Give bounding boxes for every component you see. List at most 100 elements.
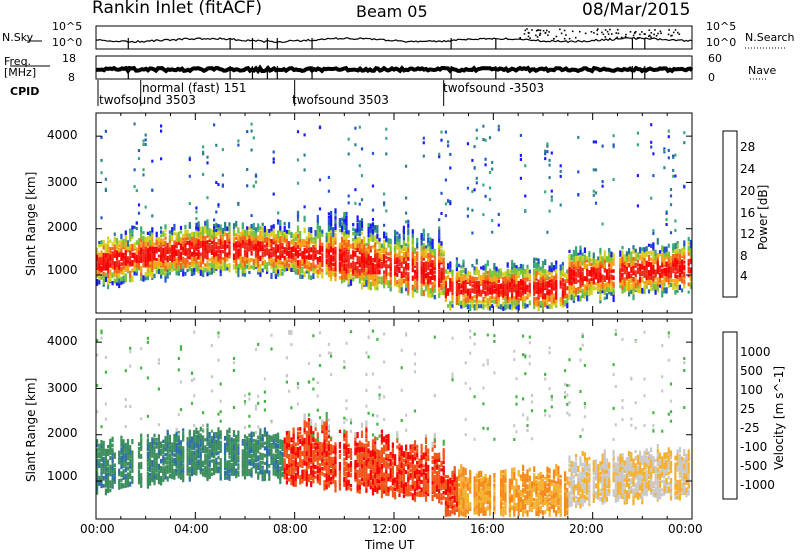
heatmap-cell <box>310 437 313 444</box>
heatmap-cell <box>149 472 152 477</box>
heatmap-cell <box>314 240 317 246</box>
heatmap-cell <box>257 261 260 268</box>
heatmap-cell <box>146 438 149 445</box>
heatmap-cell <box>378 468 381 474</box>
heatmap-cell <box>570 254 573 261</box>
heatmap-cell <box>270 460 273 465</box>
heatmap-cell <box>416 286 419 294</box>
heatmap-cell <box>151 227 154 233</box>
heatmap-cell <box>144 143 147 146</box>
nsearch-point <box>565 34 567 36</box>
heatmap-cell <box>643 287 646 295</box>
heatmap-cell <box>133 242 136 249</box>
heatmap-cell <box>243 426 247 429</box>
heatmap-cell <box>636 259 639 263</box>
nsearch-point <box>601 31 603 34</box>
heatmap-cell <box>327 440 330 445</box>
heatmap-cell <box>387 280 390 285</box>
heatmap-cell <box>332 456 335 464</box>
heatmap-cell <box>524 269 527 274</box>
heatmap-cell <box>469 291 472 299</box>
heatmap-cell <box>208 262 211 267</box>
heatmap-cell <box>447 304 450 308</box>
heatmap-cell <box>102 445 105 452</box>
heatmap-cell <box>663 258 666 266</box>
heatmap-cell <box>345 484 348 491</box>
heatmap-cell <box>349 487 353 492</box>
heatmap-cell <box>367 227 370 233</box>
heatmap-cell <box>550 302 553 309</box>
heatmap-cell <box>438 288 441 292</box>
beam-title: Beam 05 <box>356 2 428 21</box>
heatmap-cell <box>305 244 308 250</box>
heatmap-cell <box>623 285 626 293</box>
nsearch-point <box>667 33 670 36</box>
heatmap-cell <box>168 262 171 269</box>
heatmap-cell <box>537 265 540 272</box>
heatmap-cell <box>290 343 293 347</box>
heatmap-cell <box>369 450 372 455</box>
heatmap-cell <box>473 145 476 149</box>
heatmap-cell <box>279 473 282 480</box>
heatmap-cell <box>484 194 487 198</box>
heatmap-cell <box>285 472 288 477</box>
heatmap-cell <box>400 271 403 279</box>
heatmap-cell <box>131 244 134 251</box>
heatmap-cell <box>550 274 553 280</box>
heatmap-cell <box>314 475 317 479</box>
heatmap-cell <box>190 371 194 375</box>
heatmap-cell <box>590 285 593 293</box>
heatmap-cell <box>367 235 370 242</box>
heatmap-cell <box>179 255 183 260</box>
heatmap-cell <box>371 277 375 282</box>
heatmap-cell <box>541 289 545 297</box>
heatmap-cell <box>552 265 556 271</box>
heatmap-cell <box>519 158 522 161</box>
heatmap-cell <box>396 257 399 264</box>
heatmap-cell <box>376 414 379 418</box>
heatmap-cell <box>383 283 386 289</box>
heatmap-cell <box>268 448 271 455</box>
heatmap-cell <box>363 446 366 453</box>
heatmap-cell <box>213 436 216 443</box>
heatmap-cell <box>316 478 319 484</box>
heatmap-cell <box>281 268 284 272</box>
heatmap-cell <box>206 453 209 459</box>
heatmap-cell <box>111 448 114 455</box>
nsearch-point <box>606 30 609 33</box>
heatmap-cell <box>407 275 410 281</box>
heatmap-cell <box>241 230 244 236</box>
heatmap-cell <box>124 240 127 245</box>
heatmap-cell <box>177 432 180 436</box>
heatmap-cell <box>274 251 277 257</box>
heatmap-cell <box>383 260 386 268</box>
heatmap-cell <box>228 266 231 273</box>
heatmap-cell <box>281 235 284 242</box>
heatmap-cell <box>243 260 247 268</box>
heatmap-cell <box>371 228 375 235</box>
nsearch-point <box>574 36 577 39</box>
heatmap-cell <box>237 251 240 258</box>
heatmap-cell <box>438 259 441 267</box>
heatmap-cell <box>160 124 163 128</box>
heatmap-cell <box>321 260 324 268</box>
heatmap-cell <box>338 250 341 255</box>
heatmap-cell <box>193 468 196 475</box>
heatmap-cell <box>184 258 187 262</box>
heatmap-cell <box>656 260 659 267</box>
heatmap-cell <box>179 262 183 270</box>
heatmap-cell <box>217 358 220 362</box>
heatmap-cell <box>219 468 222 472</box>
heatmap-cell <box>632 284 635 289</box>
heatmap-cell <box>122 457 125 464</box>
heatmap-cell <box>440 267 443 272</box>
heatmap-cell <box>294 480 297 487</box>
nsearch-point <box>535 34 537 37</box>
heatmap-cell <box>672 283 675 287</box>
heatmap-cell <box>471 276 474 282</box>
heatmap-cell <box>303 418 306 425</box>
heatmap-cell <box>288 331 291 335</box>
heatmap-cell <box>636 263 639 267</box>
heatmap-cell <box>197 250 200 257</box>
heatmap-cell <box>486 290 489 296</box>
